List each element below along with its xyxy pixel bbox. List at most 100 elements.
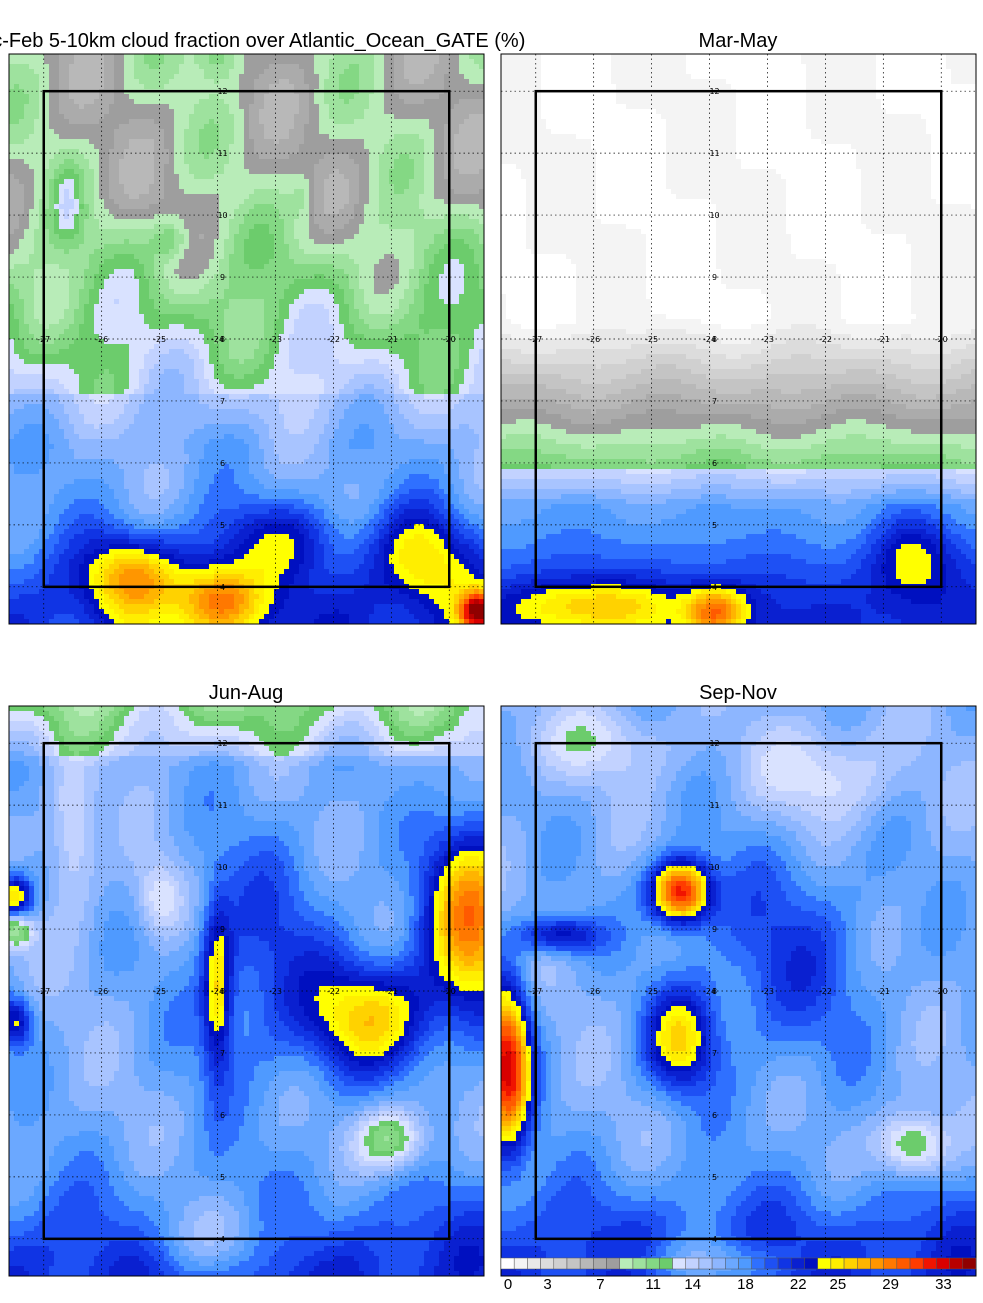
- field-cell: [79, 314, 85, 320]
- field-cell: [294, 109, 300, 115]
- field-cell: [149, 264, 155, 270]
- field-cell: [169, 229, 175, 235]
- field-cell: [234, 69, 240, 75]
- field-cell: [39, 144, 45, 150]
- field-cell: [284, 69, 290, 75]
- field-cell: [174, 214, 180, 220]
- field-cell: [294, 189, 300, 195]
- field-cell: [284, 109, 290, 115]
- field-cell: [139, 164, 145, 170]
- field-cell: [14, 54, 20, 60]
- field-cell: [169, 214, 175, 220]
- field-cell: [329, 244, 335, 250]
- field-cell: [239, 84, 245, 90]
- field-cell: [344, 229, 350, 235]
- field-cell: [254, 199, 260, 205]
- field-cell: [259, 184, 265, 190]
- field-cell: [164, 279, 170, 285]
- field-cell: [99, 184, 105, 190]
- field-cell: [24, 124, 30, 130]
- field-cell: [384, 154, 390, 160]
- field-cell: [224, 299, 230, 305]
- field-cell: [389, 64, 395, 70]
- field-cell: [124, 159, 130, 165]
- field-cell: [269, 209, 275, 215]
- field-cell: [159, 224, 165, 230]
- field-cell: [314, 139, 320, 145]
- field-cell: [134, 174, 140, 180]
- field-cell: [169, 194, 175, 200]
- field-cell: [454, 109, 460, 115]
- field-cell: [349, 149, 355, 155]
- field-cell: [174, 254, 180, 260]
- field-cell: [239, 199, 245, 205]
- field-cell: [349, 209, 355, 215]
- field-cell: [364, 94, 370, 100]
- field-cell: [49, 119, 55, 125]
- field-cell: [14, 149, 20, 155]
- field-cell: [114, 214, 120, 220]
- field-cell: [84, 259, 90, 265]
- field-cell: [264, 69, 270, 75]
- field-cell: [194, 189, 200, 195]
- field-cell: [359, 69, 365, 75]
- field-cell: [359, 194, 365, 200]
- field-cell: [104, 124, 110, 130]
- field-cell: [224, 294, 230, 300]
- field-cell: [329, 104, 335, 110]
- field-cell: [234, 224, 240, 230]
- field-cell: [169, 184, 175, 190]
- field-cell: [44, 254, 50, 260]
- field-cell: [339, 279, 345, 285]
- field-cell: [439, 194, 445, 200]
- field-cell: [29, 89, 35, 95]
- field-cell: [359, 179, 365, 185]
- field-cell: [474, 209, 480, 215]
- field-cell: [299, 199, 305, 205]
- field-cell: [369, 149, 375, 155]
- field-cell: [439, 124, 445, 130]
- field-cell: [94, 99, 100, 105]
- field-cell: [219, 309, 225, 315]
- field-cell: [444, 134, 450, 140]
- field-cell: [454, 299, 460, 305]
- field-cell: [144, 109, 150, 115]
- field-cell: [39, 114, 45, 120]
- field-cell: [289, 109, 295, 115]
- field-cell: [104, 59, 110, 65]
- field-cell: [409, 224, 415, 230]
- field-cell: [49, 129, 55, 135]
- field-cell: [139, 209, 145, 215]
- field-cell: [404, 289, 410, 295]
- field-cell: [219, 279, 225, 285]
- field-cell: [474, 184, 480, 190]
- field-cell: [74, 94, 80, 100]
- field-cell: [339, 124, 345, 130]
- field-cell: [19, 64, 25, 70]
- field-cell: [424, 54, 430, 60]
- field-cell: [394, 119, 400, 125]
- field-cell: [319, 104, 325, 110]
- field-cell: [89, 194, 95, 200]
- field-cell: [289, 99, 295, 105]
- field-cell: [49, 144, 55, 150]
- field-cell: [349, 184, 355, 190]
- field-cell: [334, 229, 340, 235]
- field-cell: [329, 209, 335, 215]
- field-cell: [434, 84, 440, 90]
- field-cell: [244, 234, 250, 240]
- field-cell: [129, 59, 135, 65]
- field-cell: [399, 114, 405, 120]
- field-cell: [444, 229, 450, 235]
- field-cell: [19, 284, 25, 290]
- field-cell: [269, 204, 275, 210]
- field-cell: [364, 304, 370, 310]
- field-cell: [429, 239, 435, 245]
- field-cell: [389, 149, 395, 155]
- field-cell: [69, 264, 75, 270]
- field-cell: [294, 249, 300, 255]
- field-cell: [464, 129, 470, 135]
- field-cell: [284, 94, 290, 100]
- field-cell: [174, 234, 180, 240]
- field-cell: [419, 249, 425, 255]
